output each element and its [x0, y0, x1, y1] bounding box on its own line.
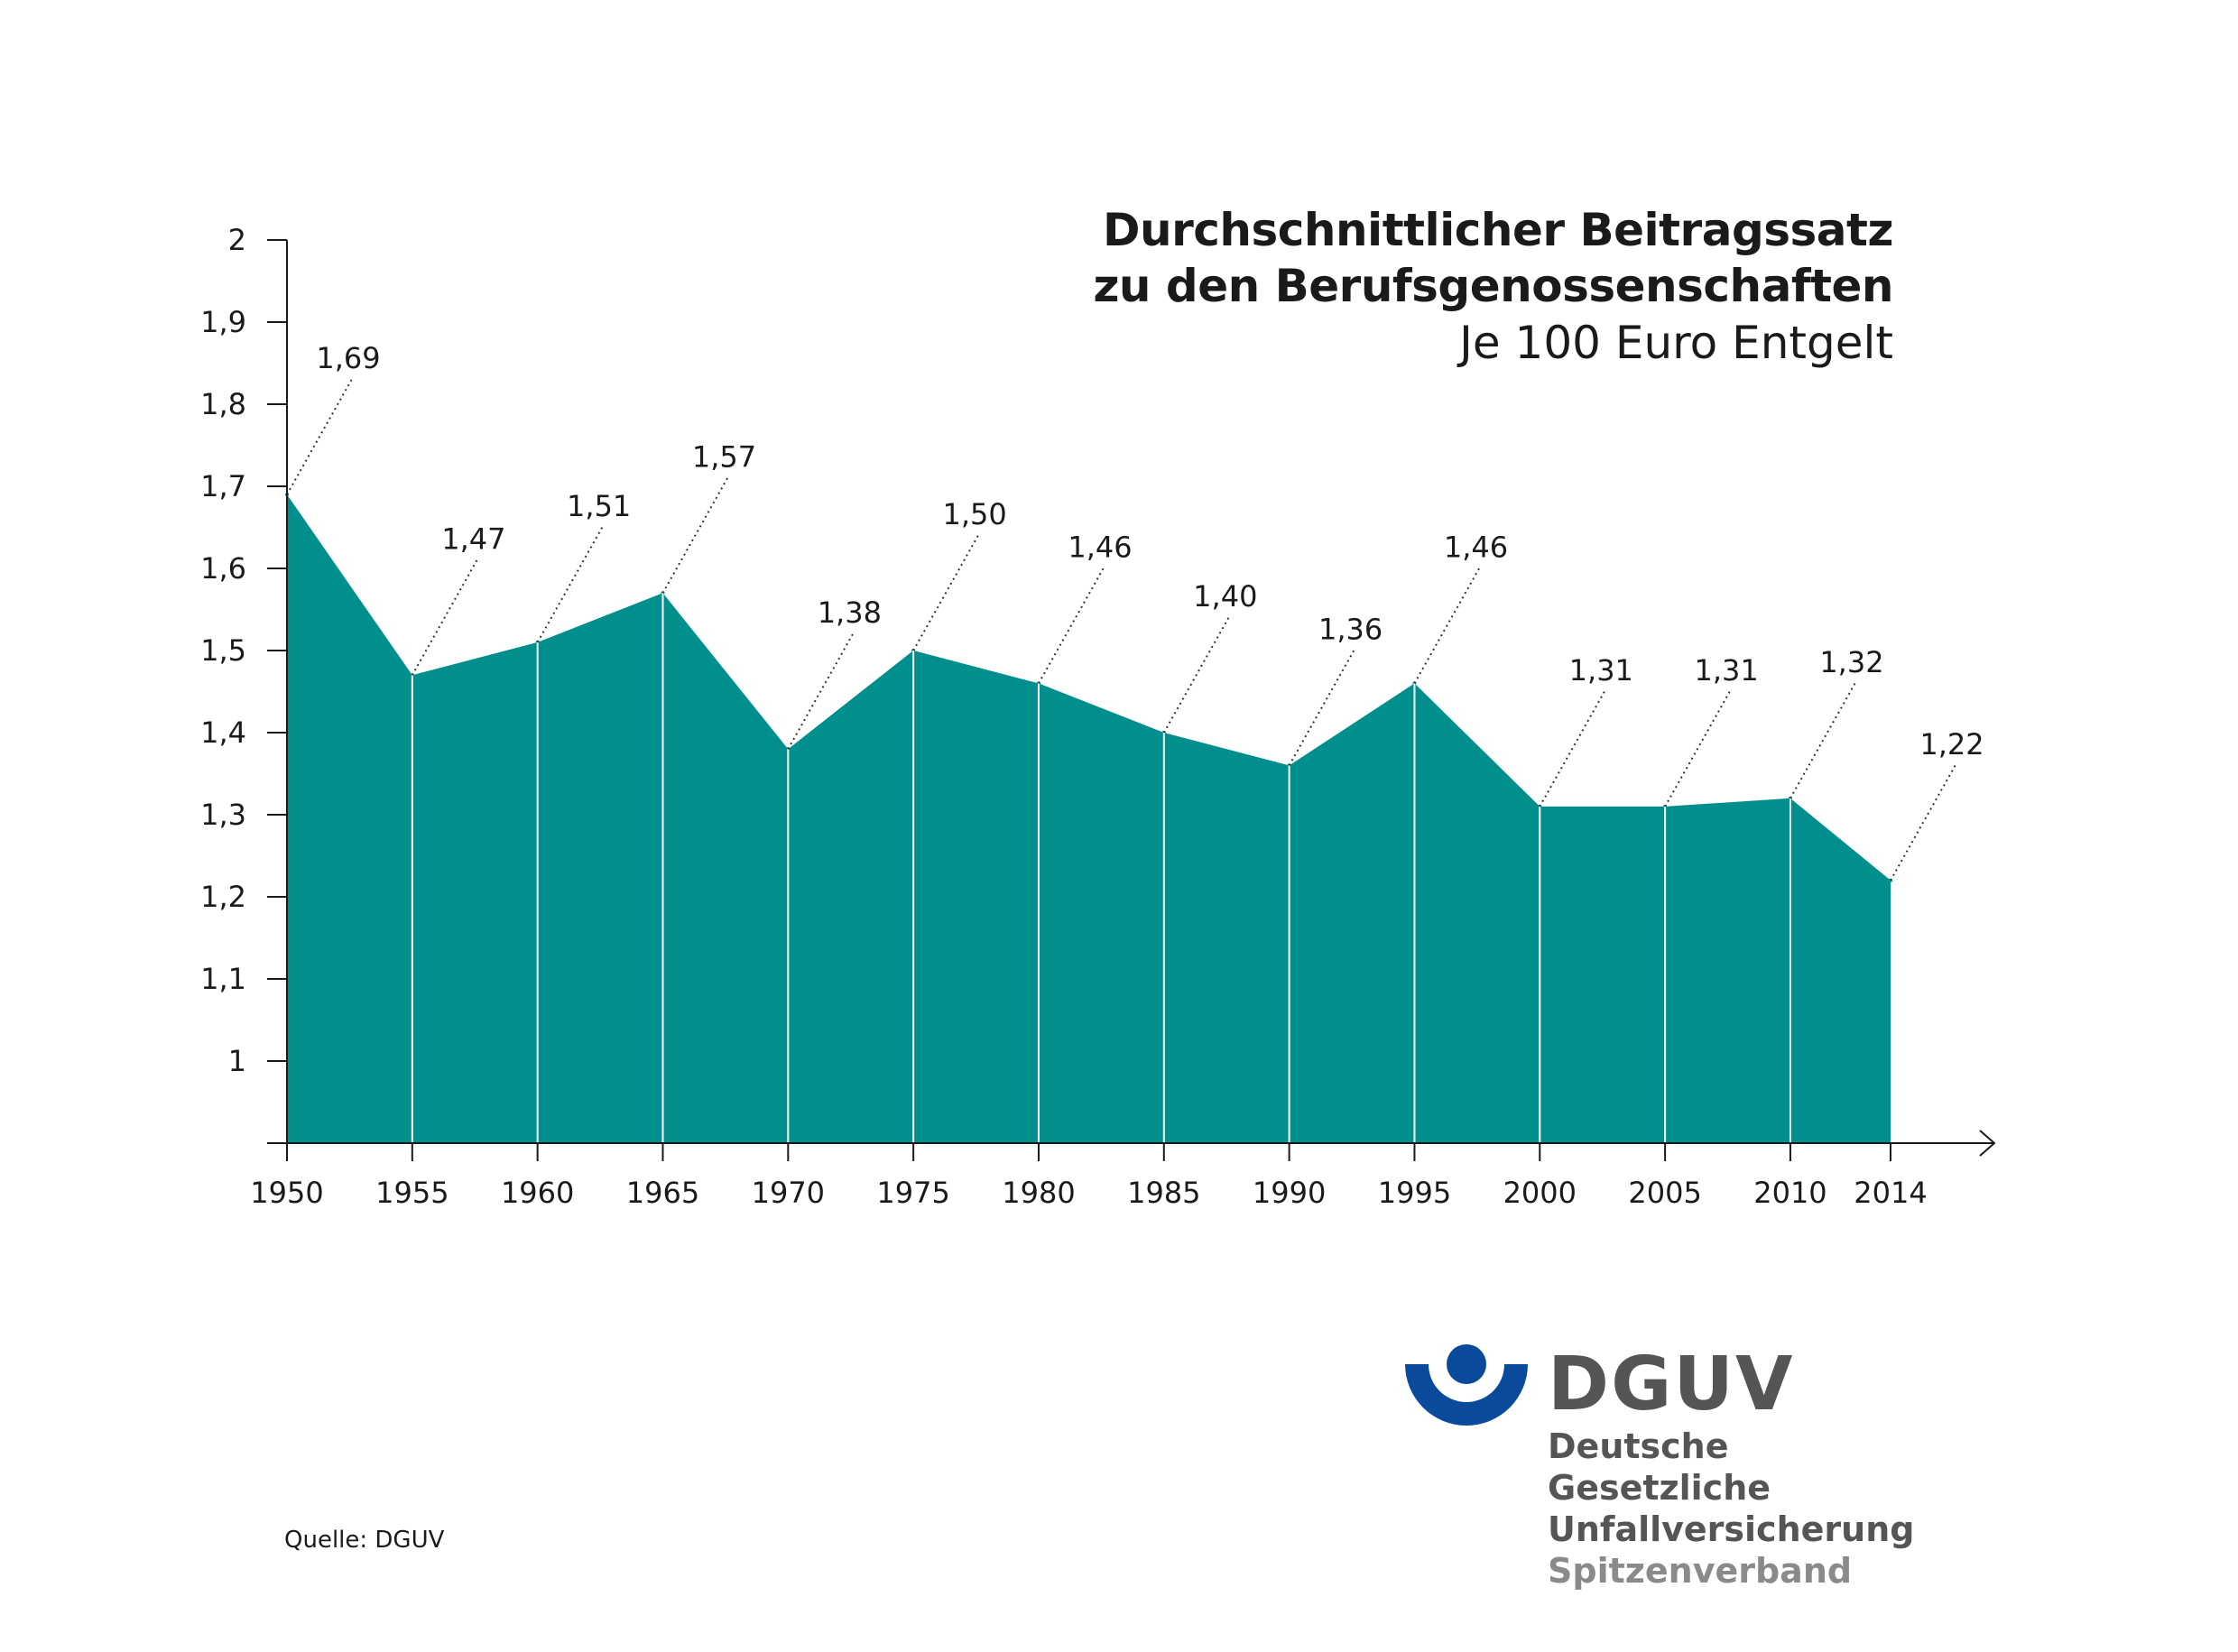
x-tick-label: 2005 [1628, 1176, 1701, 1210]
x-tick-label: 1990 [1253, 1176, 1326, 1210]
y-tick-label: 1,4 [200, 715, 246, 750]
x-tick-label: 1980 [1002, 1176, 1075, 1210]
data-label: 1,32 [1819, 645, 1883, 679]
data-label-leader [661, 476, 729, 594]
data-label-leader [1890, 764, 1956, 881]
data-label: 1,47 [441, 521, 505, 556]
data-label-leader [1789, 682, 1856, 799]
data-label-leader [286, 378, 353, 495]
y-tick-label: 1,7 [200, 469, 246, 503]
x-tick-label: 1985 [1127, 1176, 1200, 1210]
x-tick-label: 1970 [752, 1176, 825, 1210]
x-tick-label: 2010 [1753, 1176, 1826, 1210]
x-axis-arrow-icon [1979, 1130, 1996, 1157]
data-label: 1,38 [818, 595, 882, 630]
data-label-leader [1162, 616, 1230, 734]
data-label: 1,31 [1569, 653, 1633, 688]
x-tick-label: 2014 [1854, 1176, 1927, 1210]
data-label-leader [1038, 567, 1105, 684]
y-tick-label: 1,8 [200, 387, 246, 421]
dguv-emblem-icon [1405, 1344, 1528, 1426]
y-tick-label: 1,5 [200, 633, 246, 668]
source-note: Quelle: DGUV [284, 1527, 445, 1554]
x-tick-label: 1960 [501, 1176, 574, 1210]
data-label: 1,57 [692, 439, 756, 474]
chart-title-block: Durchschnittlicher Beitragssatz zu den B… [1093, 202, 1893, 372]
data-label-leader [536, 526, 604, 643]
data-label: 1,40 [1193, 579, 1257, 614]
data-label: 1,31 [1694, 653, 1758, 688]
data-label: 1,22 [1919, 727, 1984, 761]
data-label-leader [1288, 649, 1355, 766]
chart-subtitle: Je 100 Euro Entgelt [1459, 317, 1893, 369]
data-label: 1,50 [943, 497, 1007, 531]
data-label-leader [1664, 690, 1731, 808]
x-tick-label: 1975 [876, 1176, 949, 1210]
x-tick-label: 1995 [1378, 1176, 1451, 1210]
y-tick-label: 1,6 [200, 551, 246, 586]
x-tick-label: 1950 [250, 1176, 323, 1210]
chart-title-line-2: zu den Berufsgenossenschaften [1093, 260, 1893, 312]
x-tick-label: 2000 [1503, 1176, 1577, 1210]
chart-title-line-1: Durchschnittlicher Beitragssatz [1102, 204, 1894, 256]
data-label: 1,36 [1318, 612, 1383, 646]
data-label: 1,51 [567, 489, 631, 523]
y-tick-label: 1,9 [200, 305, 246, 339]
dguv-name-line-2: Unfallversicherung [1548, 1509, 1915, 1549]
data-label-leader [787, 632, 855, 750]
data-label: 1,69 [316, 341, 380, 375]
dguv-name-line-1: Deutsche Gesetzliche [1548, 1426, 1771, 1508]
data-label: 1,46 [1444, 530, 1508, 564]
y-tick-label: 1 [228, 1044, 246, 1078]
data-label: 1,46 [1068, 530, 1132, 564]
x-tick-label: 1965 [626, 1176, 699, 1210]
data-label-leader [1413, 567, 1481, 684]
dguv-wordmark: DGUV [1548, 1342, 1795, 1427]
dguv-name-line-3: Spitzenverband [1548, 1551, 1853, 1591]
data-label-leader [1539, 690, 1606, 808]
y-tick-label: 2 [228, 223, 246, 257]
dguv-logo-text: DGUV Deutsche Gesetzliche Unfallversiche… [1548, 1344, 1914, 1592]
dguv-logo: DGUV Deutsche Gesetzliche Unfallversiche… [1403, 1344, 1914, 1591]
data-label-leader [912, 534, 980, 651]
y-tick-label: 1,3 [200, 798, 246, 832]
x-tick-label: 1955 [375, 1176, 449, 1210]
area-series [287, 494, 1891, 1143]
y-tick-label: 1,2 [200, 880, 246, 914]
y-tick-label: 1,1 [200, 962, 246, 996]
data-label-leader [411, 558, 478, 676]
